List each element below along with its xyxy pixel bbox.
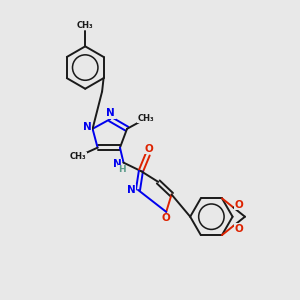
Text: O: O <box>234 224 243 234</box>
Text: O: O <box>234 200 243 210</box>
Text: N: N <box>127 185 136 195</box>
Text: CH₃: CH₃ <box>70 152 86 161</box>
Text: O: O <box>145 144 154 154</box>
Text: CH₃: CH₃ <box>138 113 154 122</box>
Text: N: N <box>83 122 92 132</box>
Text: O: O <box>162 213 171 223</box>
Text: N: N <box>106 108 115 118</box>
Text: N: N <box>112 159 122 169</box>
Text: CH₃: CH₃ <box>77 21 94 30</box>
Text: H: H <box>118 166 126 175</box>
